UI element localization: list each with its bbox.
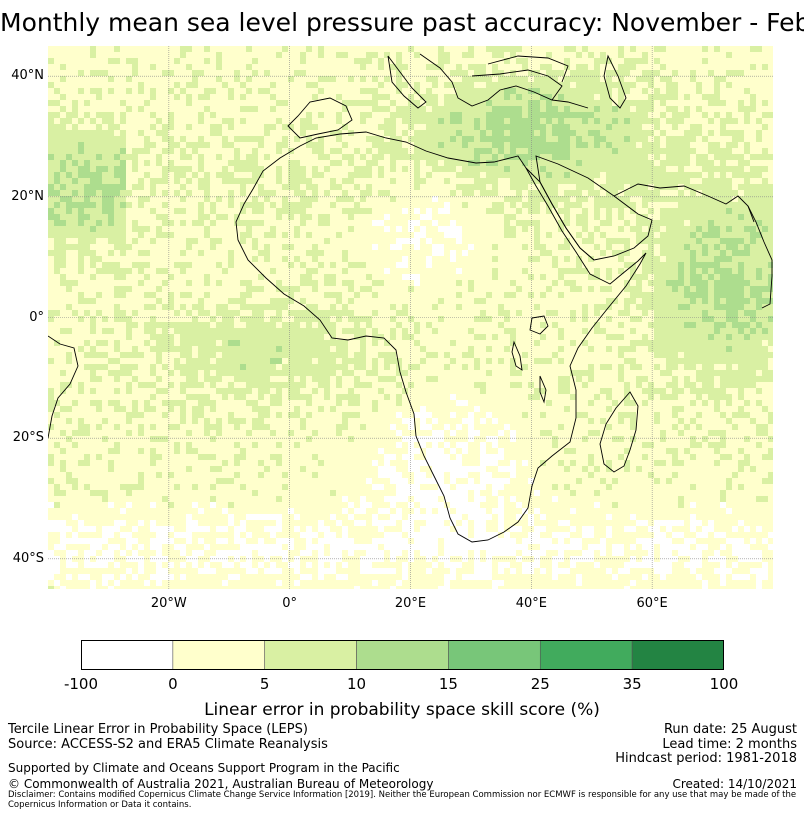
iran-coastline	[613, 183, 755, 223]
colorbar-segment	[448, 640, 541, 670]
colorbar-segment	[539, 640, 633, 670]
lat-tick-label: 40°S	[12, 550, 44, 566]
lon-tick-label: 60°E	[636, 596, 668, 611]
colorbar-segment	[631, 640, 724, 670]
colorbar-tick: 10	[347, 675, 367, 693]
africa-coastline	[235, 131, 647, 543]
colorbar-segment	[264, 640, 357, 670]
india-coastline	[747, 205, 773, 309]
black-sea-coastline	[487, 55, 569, 83]
turkey-coastline	[471, 69, 563, 101]
lat-tick-label: 40°N	[11, 68, 44, 84]
lat-tick-label: 20°S	[12, 430, 44, 446]
skill-score-field	[48, 46, 773, 589]
hindcast-period: Hindcast period: 1981-2018	[615, 751, 797, 766]
lon-tick-label: 20°W	[150, 596, 187, 611]
lake-victoria	[529, 315, 549, 335]
colorbar-tick: 25	[530, 675, 550, 693]
map-title: Monthly mean sea level pressure past acc…	[0, 8, 804, 37]
graticule-grid	[48, 46, 773, 589]
colorbar-frame	[81, 640, 724, 670]
product-description: Tercile Linear Error in Probability Spac…	[8, 722, 308, 737]
red-sea-coastline	[525, 167, 595, 261]
lon-tick-label: 0°	[282, 596, 298, 611]
lon-tick-label: 20°E	[394, 596, 427, 611]
lead-time: Lead time: 2 months	[662, 737, 797, 752]
run-date: Run date: 25 August	[663, 722, 797, 737]
colorbar-label: Linear error in probability space skill …	[204, 700, 600, 720]
colorbar-tick: 5	[259, 675, 270, 693]
copyright: © Commonwealth of Australia 2021, Austra…	[8, 777, 434, 791]
madagascar-coastline	[599, 391, 639, 473]
colorbar	[81, 640, 724, 670]
iberia-coastline	[287, 97, 353, 139]
balkans-coastline	[419, 53, 589, 109]
colorbar-segment	[356, 640, 449, 670]
south-america-coastline	[48, 335, 79, 439]
colorbar-tick: -100	[63, 675, 99, 693]
colorbar-tick: 15	[438, 675, 458, 693]
lake-tanganyika	[511, 340, 523, 371]
coastlines	[48, 53, 773, 543]
support-credit: Supported by Climate and Oceans Support …	[8, 761, 400, 775]
lat-tick-label: 0°	[29, 309, 44, 325]
skill-score-map	[48, 46, 773, 589]
colorbar-tick: 100	[709, 675, 739, 693]
lon-tick-label: 40°E	[515, 596, 547, 611]
lat-tick-label: 20°N	[11, 188, 44, 204]
lake-malawi	[539, 375, 547, 404]
colorbar-segment	[172, 640, 266, 670]
colorbar-tick: 0	[168, 675, 178, 693]
disclaimer: Disclaimer: Contains modified Copernicus…	[8, 790, 797, 810]
data-source: Source: ACCESS-S2 and ERA5 Climate Reana…	[8, 737, 328, 752]
created-date: Created: 14/10/2021	[672, 777, 797, 791]
colorbar-segment	[81, 640, 174, 670]
colorbar-tick: 35	[622, 675, 642, 693]
italy-coastline	[387, 55, 427, 109]
caspian-coastline	[603, 54, 627, 109]
